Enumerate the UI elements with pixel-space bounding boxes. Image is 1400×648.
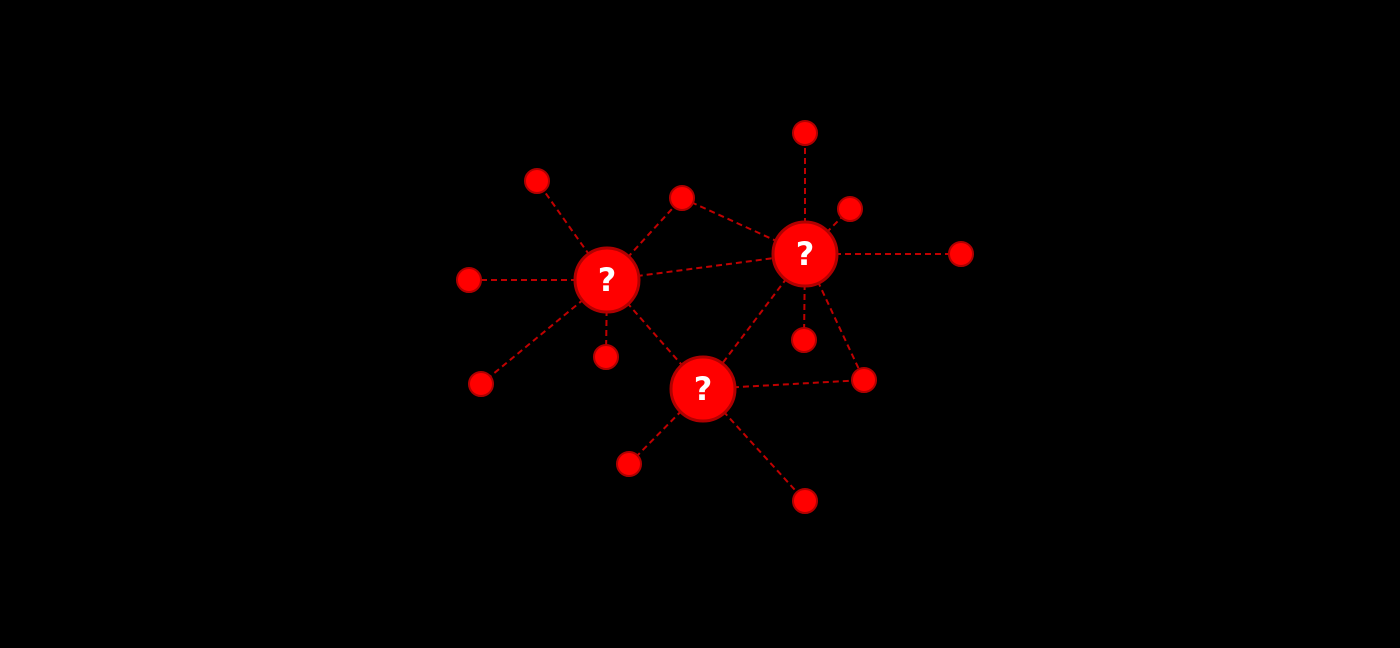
edge-hub-c-leaf-11: [628, 388, 704, 465]
leaf-node-leaf-11: [616, 451, 642, 477]
leaf-node-leaf-12: [792, 488, 818, 514]
leaf-node-leaf-3: [468, 371, 494, 397]
leaf-node-leaf-2: [456, 267, 482, 293]
leaf-node-leaf-1: [524, 168, 550, 194]
hub-node-hub-c: ?: [669, 355, 737, 423]
hub-node-hub-b: ?: [771, 220, 839, 288]
edge-hub-c-leaf-10: [702, 379, 865, 390]
leaf-node-leaf-5: [669, 185, 695, 211]
question-mark-label: ?: [694, 370, 713, 408]
edge-hub-a-leaf-3: [480, 279, 608, 385]
nodes-layer: ???: [456, 120, 974, 514]
leaf-node-leaf-7: [837, 196, 863, 222]
leaf-node-leaf-8: [948, 241, 974, 267]
leaf-node-leaf-10: [851, 367, 877, 393]
hub-circle: [573, 246, 641, 314]
hub-circle: [771, 220, 839, 288]
hub-circle: [669, 355, 737, 423]
question-mark-label: ?: [598, 261, 617, 299]
leaf-node-leaf-4: [593, 344, 619, 370]
edge-hub-a-leaf-5: [606, 197, 683, 281]
question-mark-label: ?: [796, 235, 815, 273]
leaf-node-leaf-6: [792, 120, 818, 146]
leaf-node-leaf-9: [791, 327, 817, 353]
hub-node-hub-a: ?: [573, 246, 641, 314]
